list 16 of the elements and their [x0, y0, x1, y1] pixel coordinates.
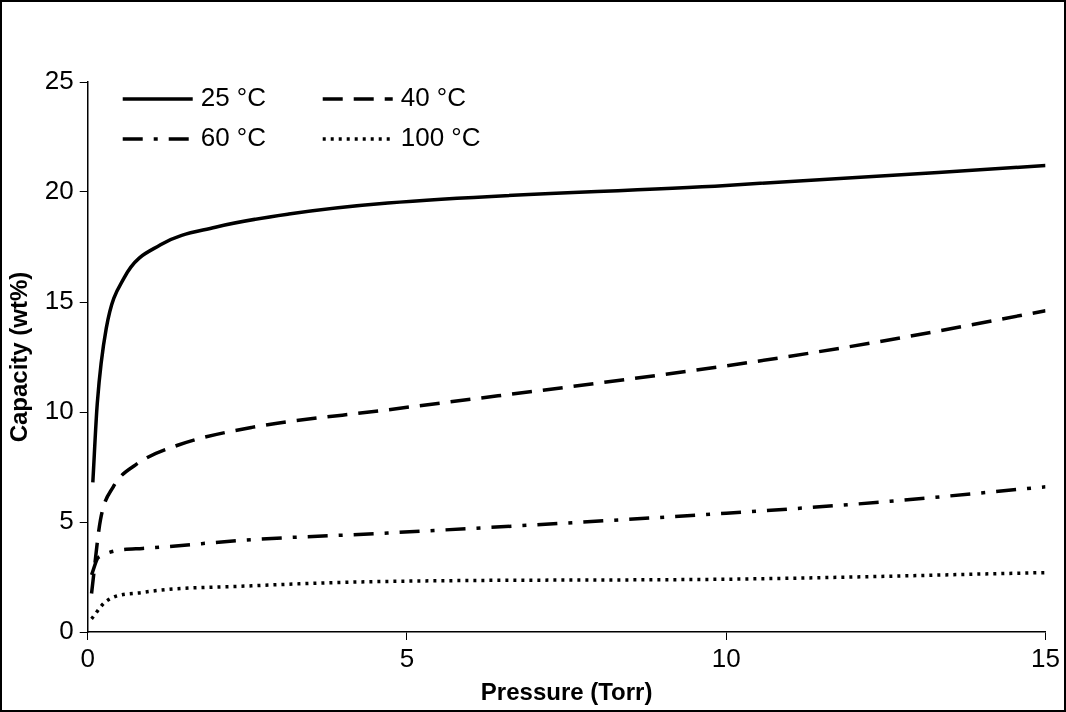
legend-label: 100 °C — [400, 122, 481, 153]
x-tick-label: 0 — [80, 642, 95, 673]
y-tick-label: 5 — [59, 505, 74, 536]
y-tick-label: 25 — [44, 65, 74, 96]
y-tick-label: 0 — [59, 615, 74, 646]
y-tick-label: 10 — [44, 395, 74, 426]
y-axis-title: Capacity (wt%) — [5, 271, 33, 443]
legend-label: 25 °C — [200, 82, 267, 113]
x-tick-label: 10 — [711, 642, 741, 673]
y-tick-label: 20 — [44, 175, 74, 206]
x-tick-label: 5 — [399, 642, 415, 673]
x-tick-label: 15 — [1031, 642, 1060, 673]
y-tick-label: 15 — [44, 285, 74, 316]
legend-label: 60 °C — [200, 122, 267, 153]
legend-label: 40 °C — [400, 82, 467, 113]
x-axis-title: Pressure (Torr) — [480, 678, 653, 706]
